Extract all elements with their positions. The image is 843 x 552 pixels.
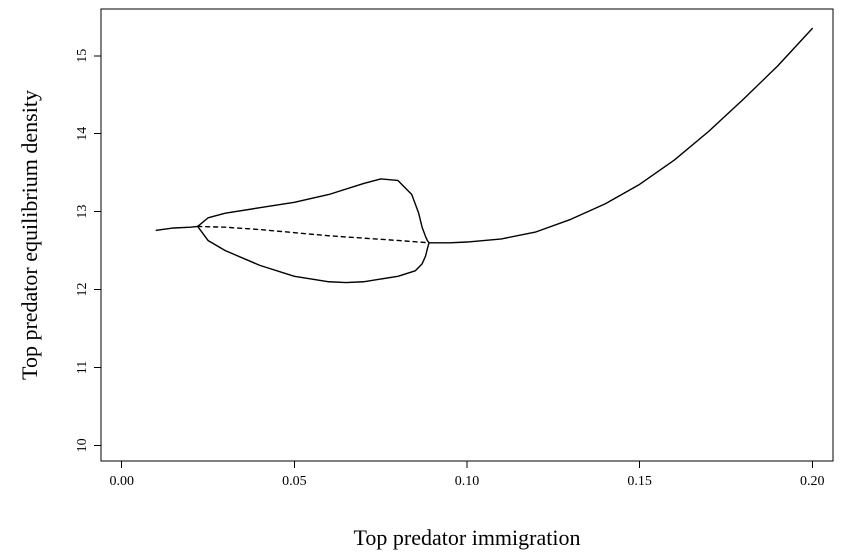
y-axis-tick-label: 13 [75, 205, 90, 219]
y-axis-title: Top predator equilibrium density [17, 90, 42, 380]
y-axis-tick-label: 12 [75, 283, 90, 297]
x-axis-title: Top predator immigration [354, 525, 581, 550]
solid-series-line [196, 178, 430, 244]
x-axis-tick-label: 0.05 [282, 474, 307, 489]
y-axis-tick-label: 15 [75, 49, 90, 63]
solid-series-line [196, 225, 430, 284]
y-axis-ticks: 10 11 12 13 14 15 [75, 49, 101, 452]
x-axis-tick-label: 0.15 [627, 474, 652, 489]
y-axis-tick-label: 11 [75, 361, 90, 374]
x-axis-tick-label: 0.20 [800, 474, 825, 489]
x-axis-ticks: 0.00 0.05 0.10 0.15 0.20 [109, 461, 825, 489]
solid-series-line [155, 225, 199, 232]
dashed-series-line [196, 225, 430, 244]
y-axis-tick-label: 14 [75, 127, 90, 141]
series-layer [155, 27, 813, 284]
x-axis-tick-label: 0.10 [455, 474, 480, 489]
solid-series-line [428, 27, 813, 244]
y-axis-tick-label: 10 [75, 438, 90, 452]
plot-area-frame [100, 8, 834, 462]
x-axis-tick-label: 0.00 [109, 474, 134, 489]
